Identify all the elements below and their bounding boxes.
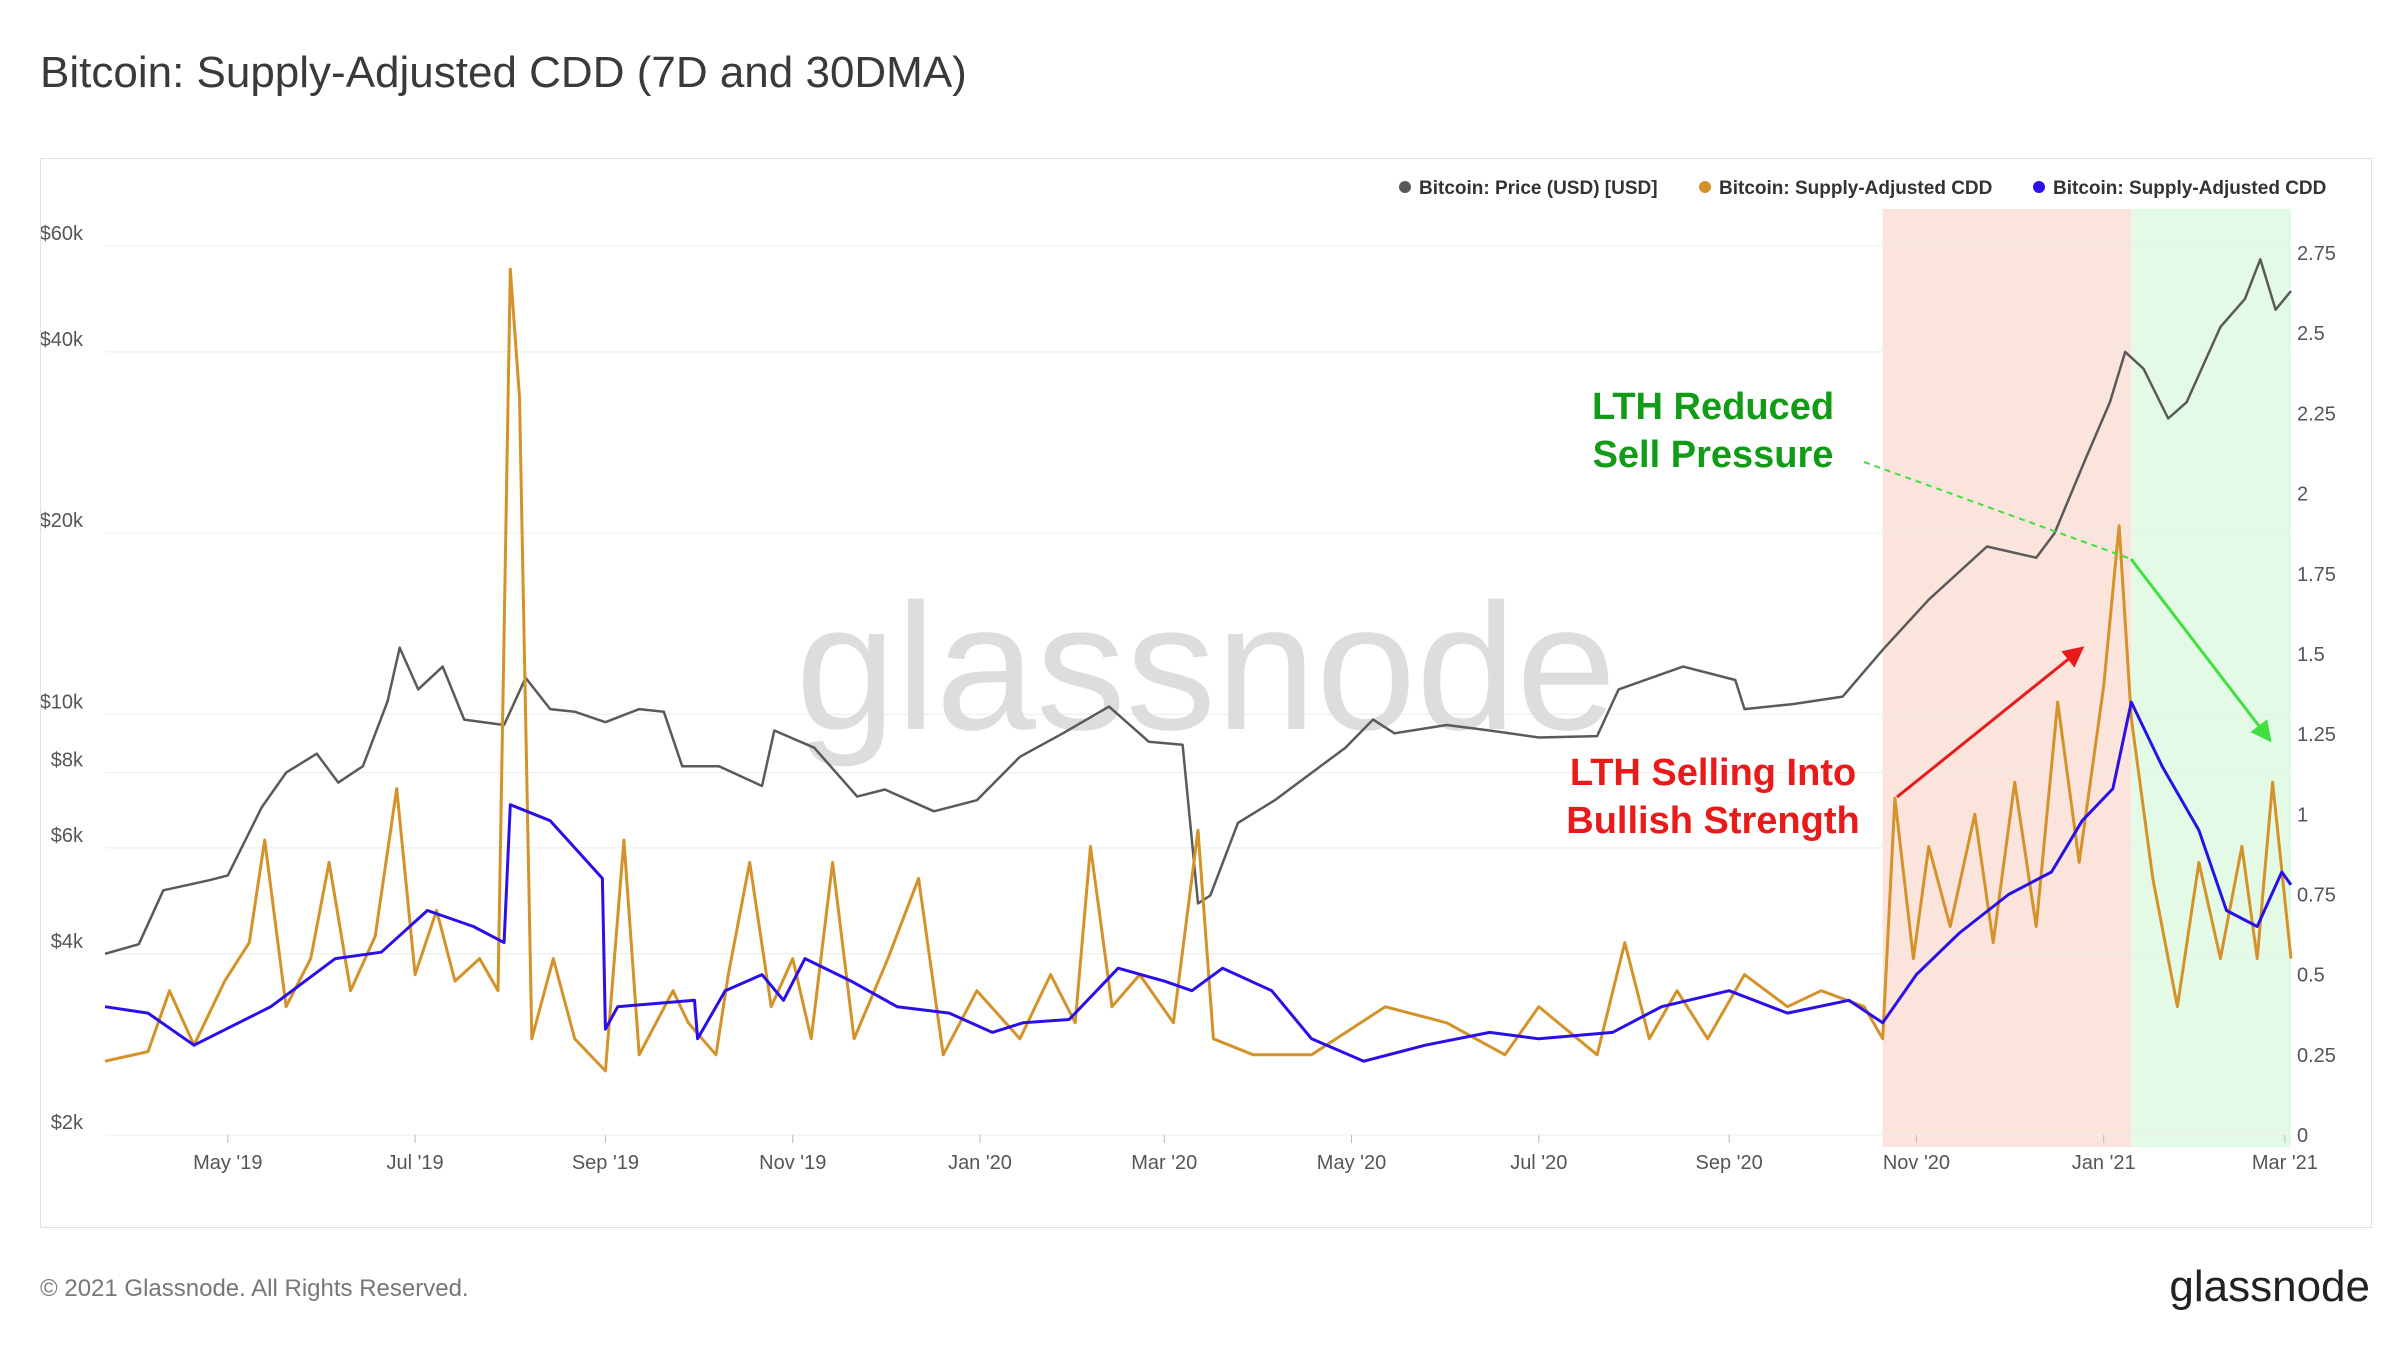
y-right-tick-label: 1.25 xyxy=(2297,724,2336,746)
footer-copyright: © 2021 Glassnode. All Rights Reserved. xyxy=(40,1275,469,1302)
x-tick-label: May '20 xyxy=(1317,1152,1386,1174)
y-left-tick-label: $2k xyxy=(51,1112,84,1134)
y-right-tick-label: 1.5 xyxy=(2297,644,2325,666)
y-right-tick-label: 2 xyxy=(2297,484,2308,506)
chart-panel: glassnode $60k $40k $20k $10k $8k $6k $4k $2k 2.… xyxy=(40,158,2372,1228)
y-right-tick-label: 0.5 xyxy=(2297,965,2325,987)
y-right-tick-label: 1 xyxy=(2297,804,2308,826)
y-left-tick-label: $4k xyxy=(51,931,84,953)
shaded-region-distribution xyxy=(1882,209,2132,1147)
annotation-selling-into-strength: Bullish Strength xyxy=(1566,800,1859,842)
brand-logo: glassnode xyxy=(2169,1262,2370,1311)
y-right-tick-label: 0 xyxy=(2297,1125,2308,1147)
x-tick-label: Sep '20 xyxy=(1696,1152,1763,1174)
x-tick-label: Mar '20 xyxy=(1131,1152,1197,1174)
watermark: glassnode xyxy=(796,567,1617,768)
legend-marker-1 xyxy=(1699,181,1711,193)
x-tick-label: Mar '21 xyxy=(2252,1152,2318,1174)
y-left-tick-label: $20k xyxy=(41,510,84,532)
x-tick-label: Jan '20 xyxy=(948,1152,1012,1174)
y-right-tick-label: 2.25 xyxy=(2297,403,2336,425)
legend-label-0: Bitcoin: Price (USD) [USD] xyxy=(1419,178,1658,199)
legend-label-1: Bitcoin: Supply-Adjusted CDD xyxy=(1719,178,1992,199)
y-right-tick-label: 0.75 xyxy=(2297,884,2336,906)
legend-marker-2 xyxy=(2033,181,2045,193)
x-tick-label: Sep '19 xyxy=(572,1152,639,1174)
chart-title: Bitcoin: Supply-Adjusted CDD (7D and 30D… xyxy=(40,48,967,97)
x-tick-label: Jul '20 xyxy=(1510,1152,1567,1174)
red-arrow xyxy=(1896,646,2085,799)
y-left-tick-label: $6k xyxy=(51,825,84,847)
y-left-tick-label: $8k xyxy=(51,750,84,772)
annotation-selling-into-strength: LTH Selling Into xyxy=(1570,752,1856,794)
cdd-7d-line xyxy=(104,267,2293,1073)
legend-marker-0 xyxy=(1399,181,1411,193)
y-right-tick-label: 1.75 xyxy=(2297,564,2336,586)
x-tick-label: Nov '20 xyxy=(1883,1152,1950,1174)
shaded-region-reduced xyxy=(2131,209,2291,1147)
annotation-reduced-sell-pressure: Sell Pressure xyxy=(1593,434,1834,476)
y-right-tick-label: 0.25 xyxy=(2297,1045,2336,1067)
y-right-tick-label: 2.5 xyxy=(2297,323,2325,345)
legend-label-2: Bitcoin: Supply-Adjusted CDD xyxy=(2053,178,2326,199)
chart-svg: glassnode $60k $40k $20k $10k $8k $6k $4k $2k 2.… xyxy=(41,178,2336,1174)
x-tick-label: Nov '19 xyxy=(759,1152,826,1174)
x-tick-label: Jan '21 xyxy=(2072,1152,2136,1174)
x-tick-label: May '19 xyxy=(193,1152,262,1174)
y-left-tick-label: $60k xyxy=(41,223,84,245)
price-line xyxy=(104,258,2292,956)
cdd-30dma-line xyxy=(104,700,2293,1063)
y-right-tick-label: 2.75 xyxy=(2297,243,2336,265)
green-arrow xyxy=(2129,558,2272,743)
y-left-tick-label: $40k xyxy=(41,329,84,351)
y-left-tick-label: $10k xyxy=(41,691,84,713)
green-arrow-dashed xyxy=(1863,461,2132,560)
x-tick-label: Jul '19 xyxy=(386,1152,443,1174)
annotation-reduced-sell-pressure: LTH Reduced xyxy=(1592,386,1834,428)
